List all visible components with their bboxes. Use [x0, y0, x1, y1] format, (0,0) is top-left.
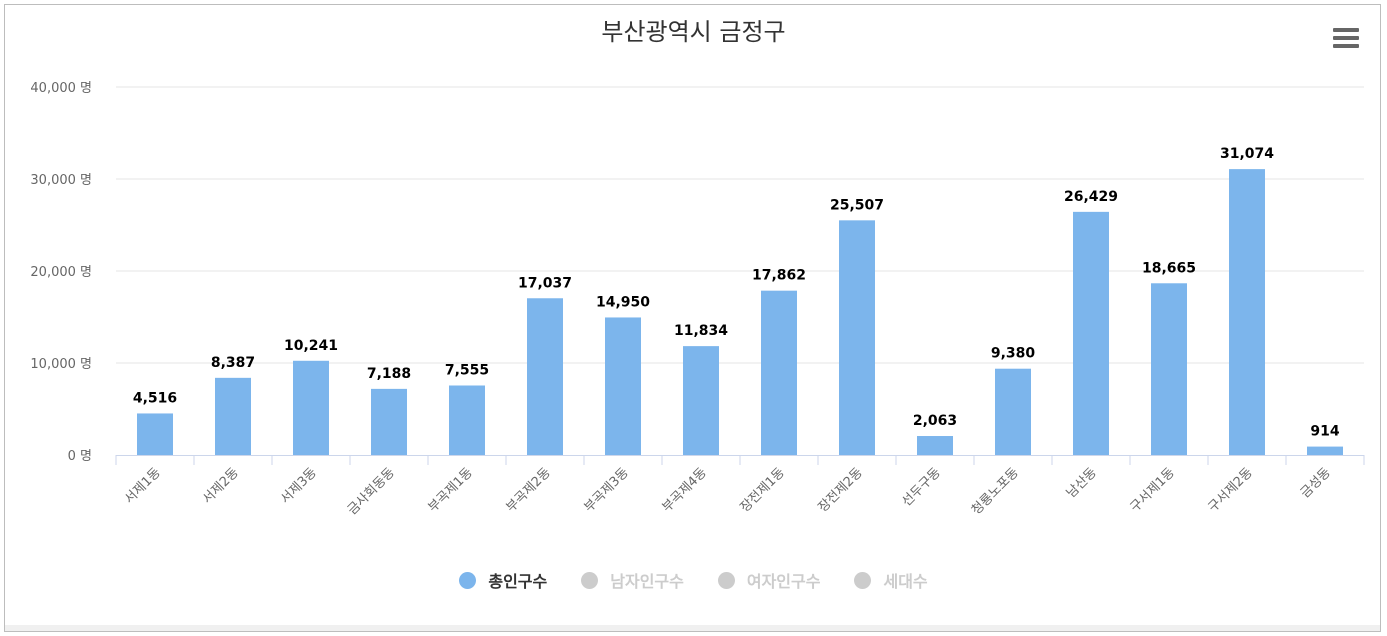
bar[interactable] — [137, 413, 173, 455]
data-label: 914 — [1310, 424, 1339, 440]
bar[interactable] — [1073, 211, 1109, 455]
bar[interactable] — [605, 317, 641, 455]
legend-label: 세대수 — [883, 572, 928, 591]
data-label: 14,950 — [596, 294, 650, 310]
data-label: 10,241 — [284, 338, 338, 354]
x-tick-label: 부곡제4동 — [660, 465, 710, 515]
bar[interactable] — [371, 388, 407, 455]
chart-title: 부산광역시 금정구 — [601, 18, 786, 46]
x-tick-label: 장전제2동 — [816, 465, 866, 515]
bar[interactable] — [449, 385, 485, 455]
data-label: 7,188 — [367, 366, 411, 382]
x-tick-label: 구서제2동 — [1206, 465, 1256, 515]
data-label: 31,074 — [1220, 146, 1274, 162]
hamburger-menu-icon[interactable] — [1333, 28, 1359, 48]
data-label: 18,665 — [1142, 260, 1196, 276]
bar[interactable] — [761, 290, 797, 455]
data-label: 17,862 — [752, 268, 806, 284]
legend-item[interactable]: 세대수 — [854, 568, 928, 592]
data-labels: 4,516 8,387 10,241 7,188 7,555 17,037 14,950 11… — [133, 146, 1340, 439]
x-axis-tick-labels: 서제1동 서제2동 서제3동 금사회동동 부곡제1동 부곡제2동 부곡제3동 부곡제4동 장전제… — [122, 465, 1334, 518]
bar[interactable] — [1151, 283, 1187, 455]
x-tick-label: 부곡제3동 — [582, 465, 632, 515]
legend-item[interactable]: 남자인구수 — [581, 568, 684, 592]
data-label: 11,834 — [674, 323, 728, 339]
legend-item[interactable]: 여자인구수 — [717, 568, 821, 592]
bar[interactable] — [215, 377, 251, 455]
data-label: 7,555 — [445, 362, 489, 378]
legend-item[interactable]: 총인구수 — [459, 568, 547, 592]
x-tick-label: 부곡제1동 — [426, 465, 476, 515]
bar[interactable] — [1307, 446, 1343, 455]
x-tick-label: 금사회동동 — [345, 465, 398, 518]
data-label: 26,429 — [1064, 189, 1118, 205]
x-tick-label: 선두구동 — [899, 465, 943, 509]
data-label: 9,380 — [991, 346, 1036, 362]
legend-label: 남자인구수 — [610, 572, 684, 591]
data-label: 25,507 — [830, 197, 884, 213]
legend: 총인구수 남자인구수 여자인구수 세대수 — [0, 568, 1387, 592]
legend-dot-icon — [854, 571, 872, 589]
bar[interactable] — [683, 346, 719, 455]
x-tick-label: 구서제1동 — [1128, 465, 1178, 515]
legend-label: 총인구수 — [488, 572, 548, 591]
y-tick-label: 0 명 — [68, 449, 92, 464]
y-axis-tick-labels: 0 명 10,000 명 20,000 명 30,000 명 40,000 명 — [30, 81, 92, 464]
bars — [137, 169, 1343, 455]
x-tick-label: 서제2동 — [200, 465, 242, 507]
bar[interactable] — [839, 220, 875, 455]
legend-dot-icon — [459, 571, 477, 589]
legend-dot-icon — [581, 571, 599, 589]
y-tick-label: 40,000 명 — [30, 81, 92, 96]
bottom-strip — [5, 625, 1380, 631]
x-tick-label: 청룡노포동 — [969, 465, 1022, 518]
data-label: 8,387 — [211, 355, 255, 371]
x-tick-label: 남산동 — [1064, 465, 1100, 501]
data-label: 17,037 — [518, 275, 572, 291]
data-label: 4,516 — [133, 390, 177, 406]
bar[interactable] — [917, 436, 953, 455]
y-tick-label: 10,000 명 — [30, 357, 92, 372]
x-tick-label: 금성동 — [1298, 465, 1334, 501]
bar[interactable] — [1229, 169, 1265, 455]
bar[interactable] — [293, 360, 329, 455]
x-tick-label: 서제3동 — [278, 465, 320, 507]
x-tick-label: 부곡제2동 — [504, 465, 554, 515]
bar[interactable] — [995, 368, 1031, 455]
y-tick-label: 20,000 명 — [30, 265, 92, 280]
x-tick-label: 서제1동 — [122, 465, 164, 507]
x-tick-label: 장전제1동 — [738, 465, 788, 515]
bar[interactable] — [527, 298, 563, 455]
data-label: 2,063 — [913, 413, 957, 429]
y-tick-label: 30,000 명 — [30, 173, 92, 188]
legend-label: 여자인구수 — [746, 572, 821, 591]
x-axis — [115, 455, 1365, 465]
legend-dot-icon — [717, 571, 735, 589]
